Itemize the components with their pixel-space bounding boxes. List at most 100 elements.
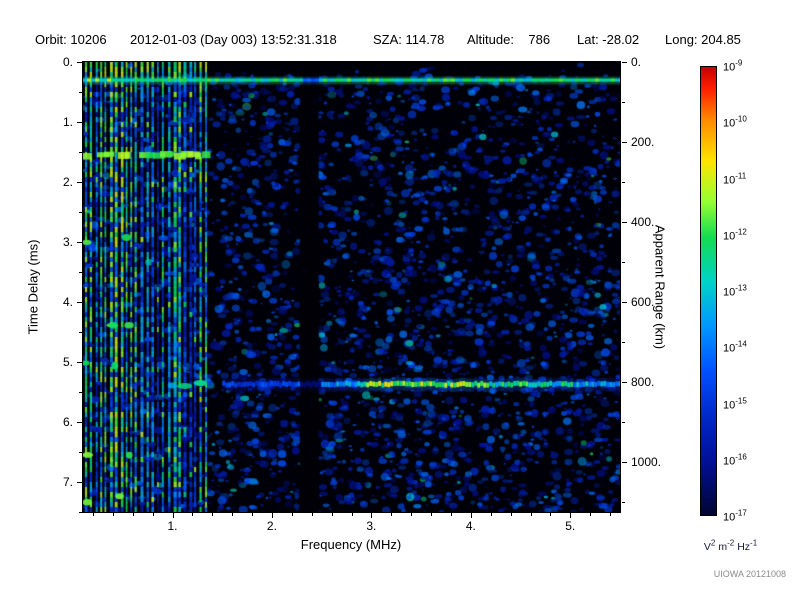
y-minor-tick — [79, 332, 82, 333]
x-tick-label: 5. — [565, 519, 576, 533]
y-minor-tick — [79, 392, 82, 393]
y2-major-tick — [622, 222, 627, 223]
colorbar-tick-exponent: -13 — [735, 283, 747, 293]
x-tick-label: 3. — [366, 519, 377, 533]
y2-tick-label: 600. — [631, 295, 655, 309]
y-tick-label: 5. — [62, 355, 73, 369]
colorbar-tick-label: 10-10 — [723, 114, 747, 130]
colorbar-tick-label: 10-13 — [723, 283, 747, 299]
y2-tick-label: 0. — [631, 55, 642, 69]
colorbar-tick-labels: 10-9 10-10 10-11 10-12 10-13 10-14 10-15 10-16 1… — [723, 59, 783, 524]
y-minor-tick — [79, 152, 82, 153]
header-altitude: Altitude: 786 — [467, 32, 551, 47]
y-tick-label: 4. — [62, 295, 73, 309]
y2-major-tick — [622, 302, 627, 303]
x-minor-tick — [510, 513, 512, 516]
y-major-tick — [77, 182, 82, 183]
colorbar-tick-label: 10-12 — [723, 227, 747, 243]
colorbar-tick-label: 10-17 — [723, 508, 747, 524]
x-minor-tick — [351, 513, 353, 516]
colorbar — [700, 66, 717, 516]
x-tick-label: 1. — [167, 519, 178, 533]
colorbar-unit-label: V2 m-2 Hz-1 — [684, 538, 780, 553]
y-major-tick — [77, 122, 82, 123]
x-tick-label: 4. — [465, 519, 476, 533]
x-minor-tick — [530, 513, 532, 516]
y2-minor-tick — [622, 342, 625, 343]
colorbar-tick-label: 10-14 — [723, 339, 747, 355]
x-minor-tick — [550, 513, 552, 516]
plot-area — [82, 61, 621, 513]
colorbar-unit-exponent: -2 — [727, 538, 735, 547]
x-minor-tick — [132, 513, 134, 516]
credit-text: UIOWA 20121008 — [713, 569, 786, 579]
header-orbit: Orbit: 10206 — [35, 32, 107, 47]
y-major-tick — [77, 302, 82, 303]
y2-axis-ticks: 0. 200. 400. 600. 800. 1000. — [622, 55, 682, 512]
colorbar-tick-exponent: -9 — [735, 58, 743, 68]
y-tick-label: 7. — [62, 475, 73, 489]
y-tick-label: 3. — [62, 235, 73, 249]
x-minor-tick — [212, 513, 214, 516]
header-datetime: 2012-01-03 (Day 003) 13:52:31.318 — [130, 32, 337, 47]
x-minor-tick — [252, 513, 254, 516]
colorbar-tick-label: 10-9 — [723, 58, 743, 74]
x-minor-tick — [291, 513, 293, 516]
colorbar-tick-exponent: -11 — [735, 171, 747, 181]
x-minor-tick — [331, 513, 333, 516]
colorbar-tick-exponent: -10 — [735, 114, 747, 124]
x-minor-tick — [192, 513, 194, 516]
colorbar-tick-exponent: -15 — [735, 396, 747, 406]
colorbar-tick-exponent: -16 — [735, 452, 747, 462]
colorbar-tick-label: 10-15 — [723, 396, 747, 411]
y-major-tick — [77, 62, 82, 63]
y2-tick-label: 400. — [631, 215, 655, 229]
x-axis-ticks: 1. 2. 3. 4. 5. — [83, 513, 620, 539]
y-major-tick — [77, 482, 82, 483]
y2-axis-label: Apparent Range (km) — [652, 224, 668, 350]
x-minor-tick — [232, 513, 234, 516]
x-major-tick — [172, 513, 174, 518]
x-minor-tick — [590, 513, 592, 516]
x-minor-tick — [311, 513, 313, 516]
y-minor-tick — [79, 272, 82, 273]
y-minor-tick — [79, 212, 82, 213]
colorbar-tick-exponent: -14 — [735, 339, 747, 349]
y2-major-tick — [622, 62, 627, 63]
header-latitude: Lat: -28.02 — [577, 32, 640, 47]
y-minor-tick — [79, 92, 82, 93]
y2-major-tick — [622, 462, 627, 463]
y2-tick-label: 800. — [631, 375, 655, 389]
y2-minor-tick — [622, 502, 625, 503]
y-axis-ticks: 0. 1. 2. 3. 4. 5. 6. 7. — [0, 55, 82, 513]
y2-minor-tick — [622, 262, 625, 263]
x-tick-label: 2. — [266, 519, 277, 533]
y-tick-label: 0. — [62, 55, 73, 69]
spectrogram-canvas — [83, 62, 620, 512]
colorbar-unit-part: m-2 — [718, 538, 735, 553]
y-major-tick — [77, 362, 82, 363]
x-minor-tick — [152, 513, 154, 516]
x-minor-tick — [450, 513, 452, 516]
x-major-tick — [371, 513, 373, 518]
y2-minor-tick — [622, 422, 625, 423]
header-sza: SZA: 114.78 — [373, 32, 445, 47]
colorbar-unit-exponent: -1 — [750, 538, 758, 547]
y2-major-tick — [622, 382, 627, 383]
y-tick-label: 6. — [62, 415, 73, 429]
y-minor-tick — [79, 512, 82, 513]
colorbar-unit-exponent: 2 — [710, 538, 716, 547]
x-major-tick — [271, 513, 273, 518]
y2-tick-label: 200. — [631, 135, 655, 149]
colorbar-tick-exponent: -17 — [735, 508, 747, 518]
colorbar-tick-exponent: -12 — [735, 227, 747, 237]
colorbar-unit-part: Hz-1 — [737, 538, 758, 553]
colorbar-unit-part: V2 — [703, 538, 716, 553]
y-minor-tick — [79, 452, 82, 453]
x-minor-tick — [431, 513, 433, 516]
y-major-tick — [77, 422, 82, 423]
y-tick-label: 2. — [62, 175, 73, 189]
x-major-tick — [570, 513, 572, 518]
x-minor-tick — [610, 513, 612, 516]
